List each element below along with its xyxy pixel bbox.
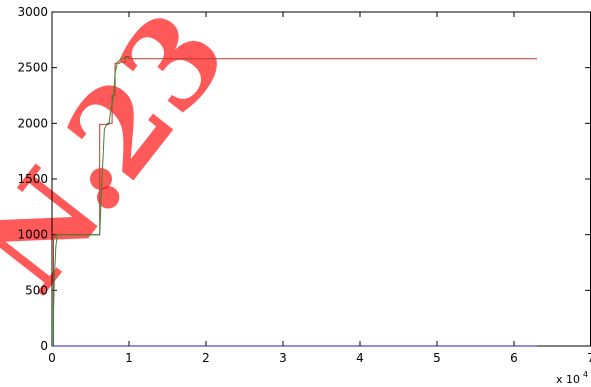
x-tick-label: 1 — [125, 351, 133, 365]
y-tick-label: 2000 — [17, 116, 48, 130]
x-tick-label: 7 — [587, 351, 591, 365]
x-multiplier-label: x 10 — [556, 373, 580, 386]
x-tick-label: 2 — [202, 351, 210, 365]
y-axis: 0 500 1000 1500 2000 2500 3000 — [17, 5, 590, 353]
y-tick-label: 1500 — [17, 172, 48, 186]
x-tick-label: 3 — [279, 351, 287, 365]
series-layer — [52, 56, 538, 347]
x-multiplier-exponent: 4 — [583, 370, 588, 379]
watermark: N.23 — [0, 0, 254, 318]
watermark-dot — [90, 168, 112, 190]
y-tick-label: 2500 — [17, 61, 48, 75]
series-line-2 — [52, 57, 130, 347]
x-axis: 0 1 2 3 4 5 6 7 — [48, 12, 591, 365]
x-tick-label: 4 — [356, 351, 364, 365]
x-tick-label: 0 — [48, 351, 56, 365]
x-tick-label: 6 — [510, 351, 518, 365]
y-tick-label: 0 — [40, 339, 48, 353]
watermark-text: N.23 — [0, 0, 254, 318]
y-tick-label: 3000 — [17, 5, 48, 19]
y-tick-label: 1000 — [17, 228, 48, 242]
y-tick-label: 500 — [25, 283, 48, 297]
x-tick-label: 5 — [433, 351, 441, 365]
